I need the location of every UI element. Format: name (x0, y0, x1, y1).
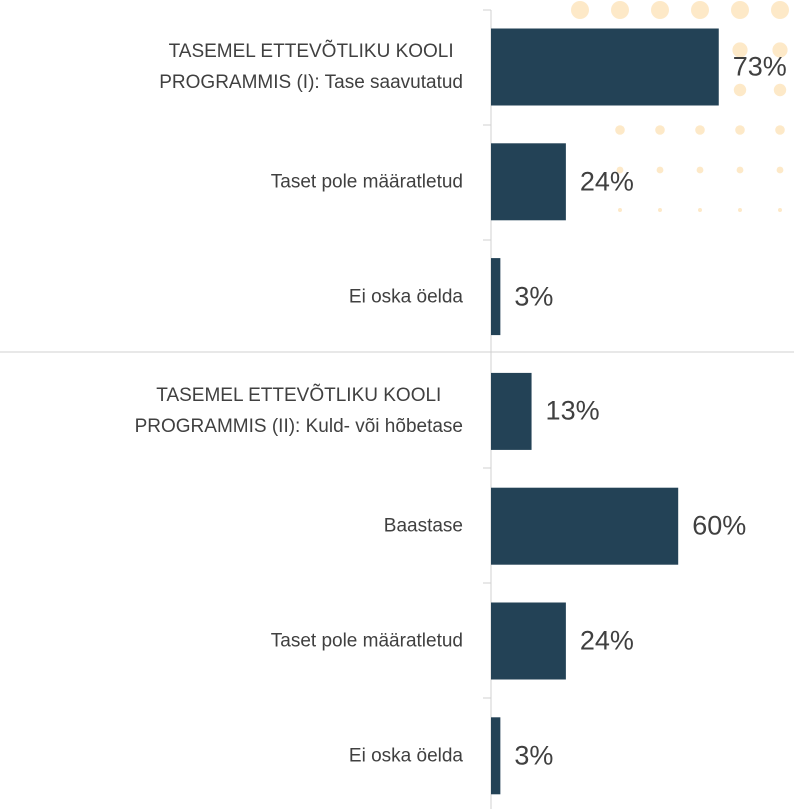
decor-dot (735, 125, 745, 135)
decor-dot (736, 166, 744, 174)
decor-dot (775, 125, 785, 135)
category-text: Baastase (383, 515, 463, 537)
category-label: Taset pole määratletud (271, 626, 463, 657)
decor-dot (778, 208, 782, 212)
category-text: Ei oska öelda (348, 286, 463, 308)
category-label: Ei oska öelda (349, 740, 463, 771)
value-label: 3% (514, 740, 554, 771)
decor-dot (618, 208, 622, 212)
category-text: Taset pole määratletud (270, 171, 463, 193)
bar (491, 602, 566, 680)
value-label: 13% (545, 395, 600, 426)
decor-dot (611, 1, 629, 19)
category-text: TASEMEL ETTEVÕTLIKU KOOLI PROGRAMMIS (II… (134, 385, 463, 438)
bar (491, 717, 501, 795)
decor-dot (772, 42, 788, 58)
decor-dot (571, 1, 589, 19)
decor-dot (695, 125, 705, 135)
decor-dot (776, 166, 784, 174)
decor-dot (738, 208, 742, 212)
bar (491, 143, 566, 221)
bar (491, 28, 719, 106)
decor-dot (698, 208, 702, 212)
category-text: Ei oska öelda (348, 745, 463, 767)
category-label: Taset pole määratletud (271, 166, 463, 197)
decor-dot (651, 1, 669, 19)
value-label: 60% (692, 510, 747, 541)
decor-dot (616, 166, 624, 174)
bar (491, 487, 679, 565)
category-label: TASEMEL ETTEVÕTLIKU KOOLI PROGRAMMIS (II… (135, 380, 463, 442)
bar (491, 258, 501, 336)
category-label: Baastase (384, 511, 463, 542)
value-label: 73% (732, 51, 787, 82)
value-label: 3% (514, 281, 554, 312)
decor-dot (731, 1, 749, 19)
decor-dot (615, 125, 625, 135)
decor-dot (658, 208, 662, 212)
decor-dot (732, 42, 748, 58)
category-label: Ei oska öelda (349, 281, 463, 312)
category-text: Taset pole määratletud (270, 630, 463, 652)
decor-dot (733, 83, 747, 97)
decor-dot (773, 83, 787, 97)
decor-dot (696, 166, 704, 174)
decor-dot (655, 125, 665, 135)
value-label: 24% (579, 166, 634, 197)
decor-dot (656, 166, 664, 174)
value-label: 24% (579, 625, 634, 656)
category-label: TASEMEL ETTEVÕTLIKU KOOLI PROGRAMMIS (I)… (159, 36, 463, 98)
decor-dot (691, 1, 709, 19)
category-text: TASEMEL ETTEVÕTLIKU KOOLI PROGRAMMIS (I)… (159, 41, 463, 93)
bar (491, 372, 532, 450)
decor-dot (771, 1, 789, 19)
